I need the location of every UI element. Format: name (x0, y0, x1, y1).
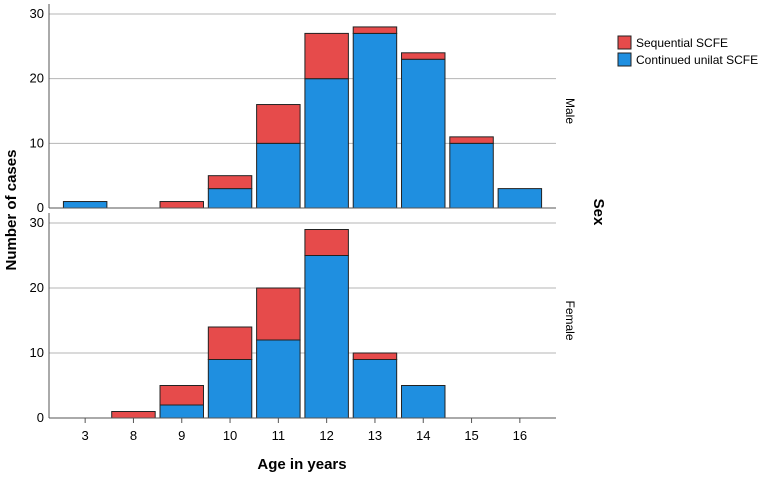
bar-segment (352, 26, 398, 34)
y-tick-label: 30 (30, 6, 44, 21)
bar-segment (401, 58, 446, 209)
x-tick-label: 11 (272, 428, 286, 443)
x-tick-label: 15 (464, 428, 478, 443)
legend-label: Continued unilat SCFE (636, 53, 758, 67)
bar-segment (256, 104, 301, 144)
legend-swatch (617, 52, 632, 67)
bar-segment (159, 385, 204, 406)
x-tick-label: 12 (319, 428, 333, 443)
legend-swatch (617, 35, 632, 50)
bar-segment (207, 326, 253, 360)
x-tick-label: 3 (82, 428, 89, 443)
bar-segment (497, 188, 543, 209)
bar-segment (401, 52, 446, 60)
y-tick-label: 0 (37, 200, 44, 215)
y-tick-label: 10 (30, 345, 44, 360)
legend: Sequential SCFE Continued unilat SCFE (617, 35, 758, 67)
bar-segment (449, 142, 494, 209)
chart-panels: 0 10 20 30 Male 0 10 20 30 Female (30, 4, 577, 425)
panel-male: 0 10 20 30 Male (30, 4, 577, 215)
bar-segment (62, 201, 108, 209)
bar-segment (256, 142, 301, 209)
y-tick-label: 0 (37, 410, 44, 425)
x-axis: 3 8 9 10 11 12 13 14 15 16 (82, 418, 527, 443)
facet-label: Male (563, 98, 577, 124)
x-tick-label: 16 (513, 428, 527, 443)
y-axis-title: Number of cases (3, 150, 20, 271)
facet-label: Female (563, 300, 577, 340)
x-tick-label: 9 (178, 428, 185, 443)
bar-segment (352, 352, 398, 360)
x-tick-label: 10 (223, 428, 237, 443)
legend-label: Sequential SCFE (636, 36, 728, 50)
y-tick-label: 20 (30, 280, 44, 295)
x-tick-label: 13 (368, 428, 382, 443)
bar-segment (304, 78, 349, 209)
bar-segment (449, 136, 494, 144)
bar-segment (304, 32, 349, 80)
bar-segment (352, 359, 398, 419)
bar-segment (304, 255, 349, 419)
y-tick-label: 30 (30, 215, 44, 230)
facet-title: Sex (590, 199, 607, 226)
x-axis-title: Age in years (257, 456, 346, 473)
bar-segment (304, 229, 349, 256)
bar-segment (352, 32, 398, 209)
bar-segment (256, 287, 301, 341)
bar-segment (159, 404, 204, 419)
bar-segment (111, 411, 156, 419)
y-tick-label: 20 (30, 71, 44, 86)
bar-segment (207, 175, 253, 190)
panel-female: 0 10 20 30 Female (30, 213, 577, 425)
bar-segment (207, 359, 253, 419)
bar-segment (401, 385, 446, 419)
bar-segment (256, 339, 301, 419)
bar-segment (207, 188, 253, 209)
y-tick-label: 10 (30, 135, 44, 150)
x-tick-label: 8 (130, 428, 137, 443)
x-tick-label: 14 (416, 428, 430, 443)
bar-segment (159, 201, 204, 209)
